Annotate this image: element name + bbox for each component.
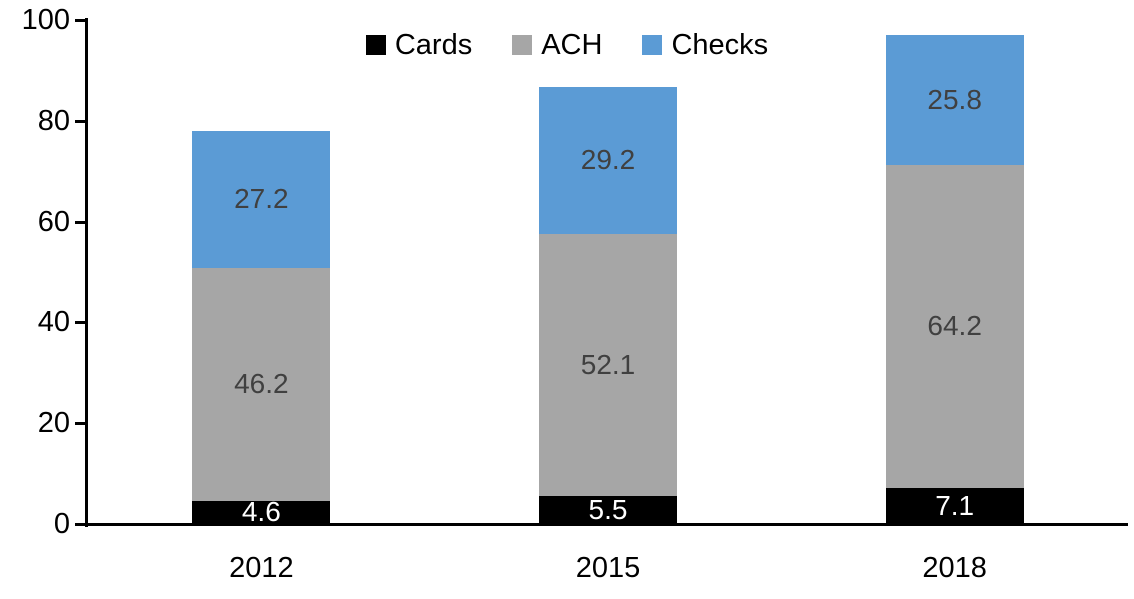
bar-segment-checks: 29.2: [539, 86, 677, 234]
bar-segment-label: 25.8: [927, 83, 982, 115]
y-tick-mark: [75, 321, 85, 325]
y-tick-label: 60: [37, 205, 70, 238]
y-tick-mark: [75, 523, 85, 526]
bar-segment-ach: 52.1: [539, 233, 677, 497]
y-tick-mark: [75, 220, 85, 224]
bar-segment-ach: 64.2: [885, 164, 1024, 489]
bar-segment-label: 64.2: [927, 310, 982, 342]
legend-swatch-ach-icon: [512, 35, 533, 55]
legend-item-ach: ACH: [512, 30, 602, 60]
y-tick-label: 80: [37, 104, 70, 137]
chart-legend: Cards ACH Checks: [0, 30, 1134, 60]
legend-item-checks: Checks: [642, 30, 768, 60]
bar-segment-label: 46.2: [234, 368, 289, 400]
bar-segment-label: 7.1: [935, 490, 975, 522]
legend-label-cards: Cards: [394, 29, 473, 61]
legend-item-cards: Cards: [365, 29, 473, 61]
legend-label-ach: ACH: [541, 29, 603, 61]
bar-segment-label: 5.5: [588, 494, 628, 526]
x-axis-category-label: 2012: [229, 552, 294, 584]
x-axis-category-label: 2018: [922, 552, 987, 584]
bar-segment-checks: 27.2: [192, 130, 331, 268]
legend-label-checks: Checks: [671, 29, 769, 61]
y-tick-mark: [75, 19, 85, 22]
legend-swatch-cards-icon: [365, 35, 386, 55]
bar-segment-label: 4.6: [241, 496, 281, 528]
bar-segment-label: 27.2: [234, 183, 289, 215]
x-axis-line: [85, 523, 1128, 526]
bar-segment-label: 29.2: [580, 144, 636, 176]
y-tick-label: 100: [21, 4, 70, 36]
y-tick-label: 20: [37, 407, 70, 440]
bar-segment-cards: 7.1: [885, 488, 1024, 524]
y-axis-line: [85, 18, 88, 527]
y-tick-mark: [75, 422, 85, 426]
y-tick-mark: [75, 119, 85, 123]
bar-segment-label: 52.1: [580, 348, 636, 380]
bar-segment-cards: 4.6: [192, 496, 331, 528]
y-tick-label: 40: [37, 306, 70, 339]
x-axis-category-label: 2015: [575, 552, 641, 584]
bar-segment-cards: 5.5: [539, 496, 677, 524]
legend-swatch-checks-icon: [642, 35, 663, 55]
y-tick-label: 0: [53, 508, 70, 540]
bar-segment-ach: 46.2: [192, 267, 331, 501]
bar-segment-checks: 25.8: [885, 34, 1024, 165]
